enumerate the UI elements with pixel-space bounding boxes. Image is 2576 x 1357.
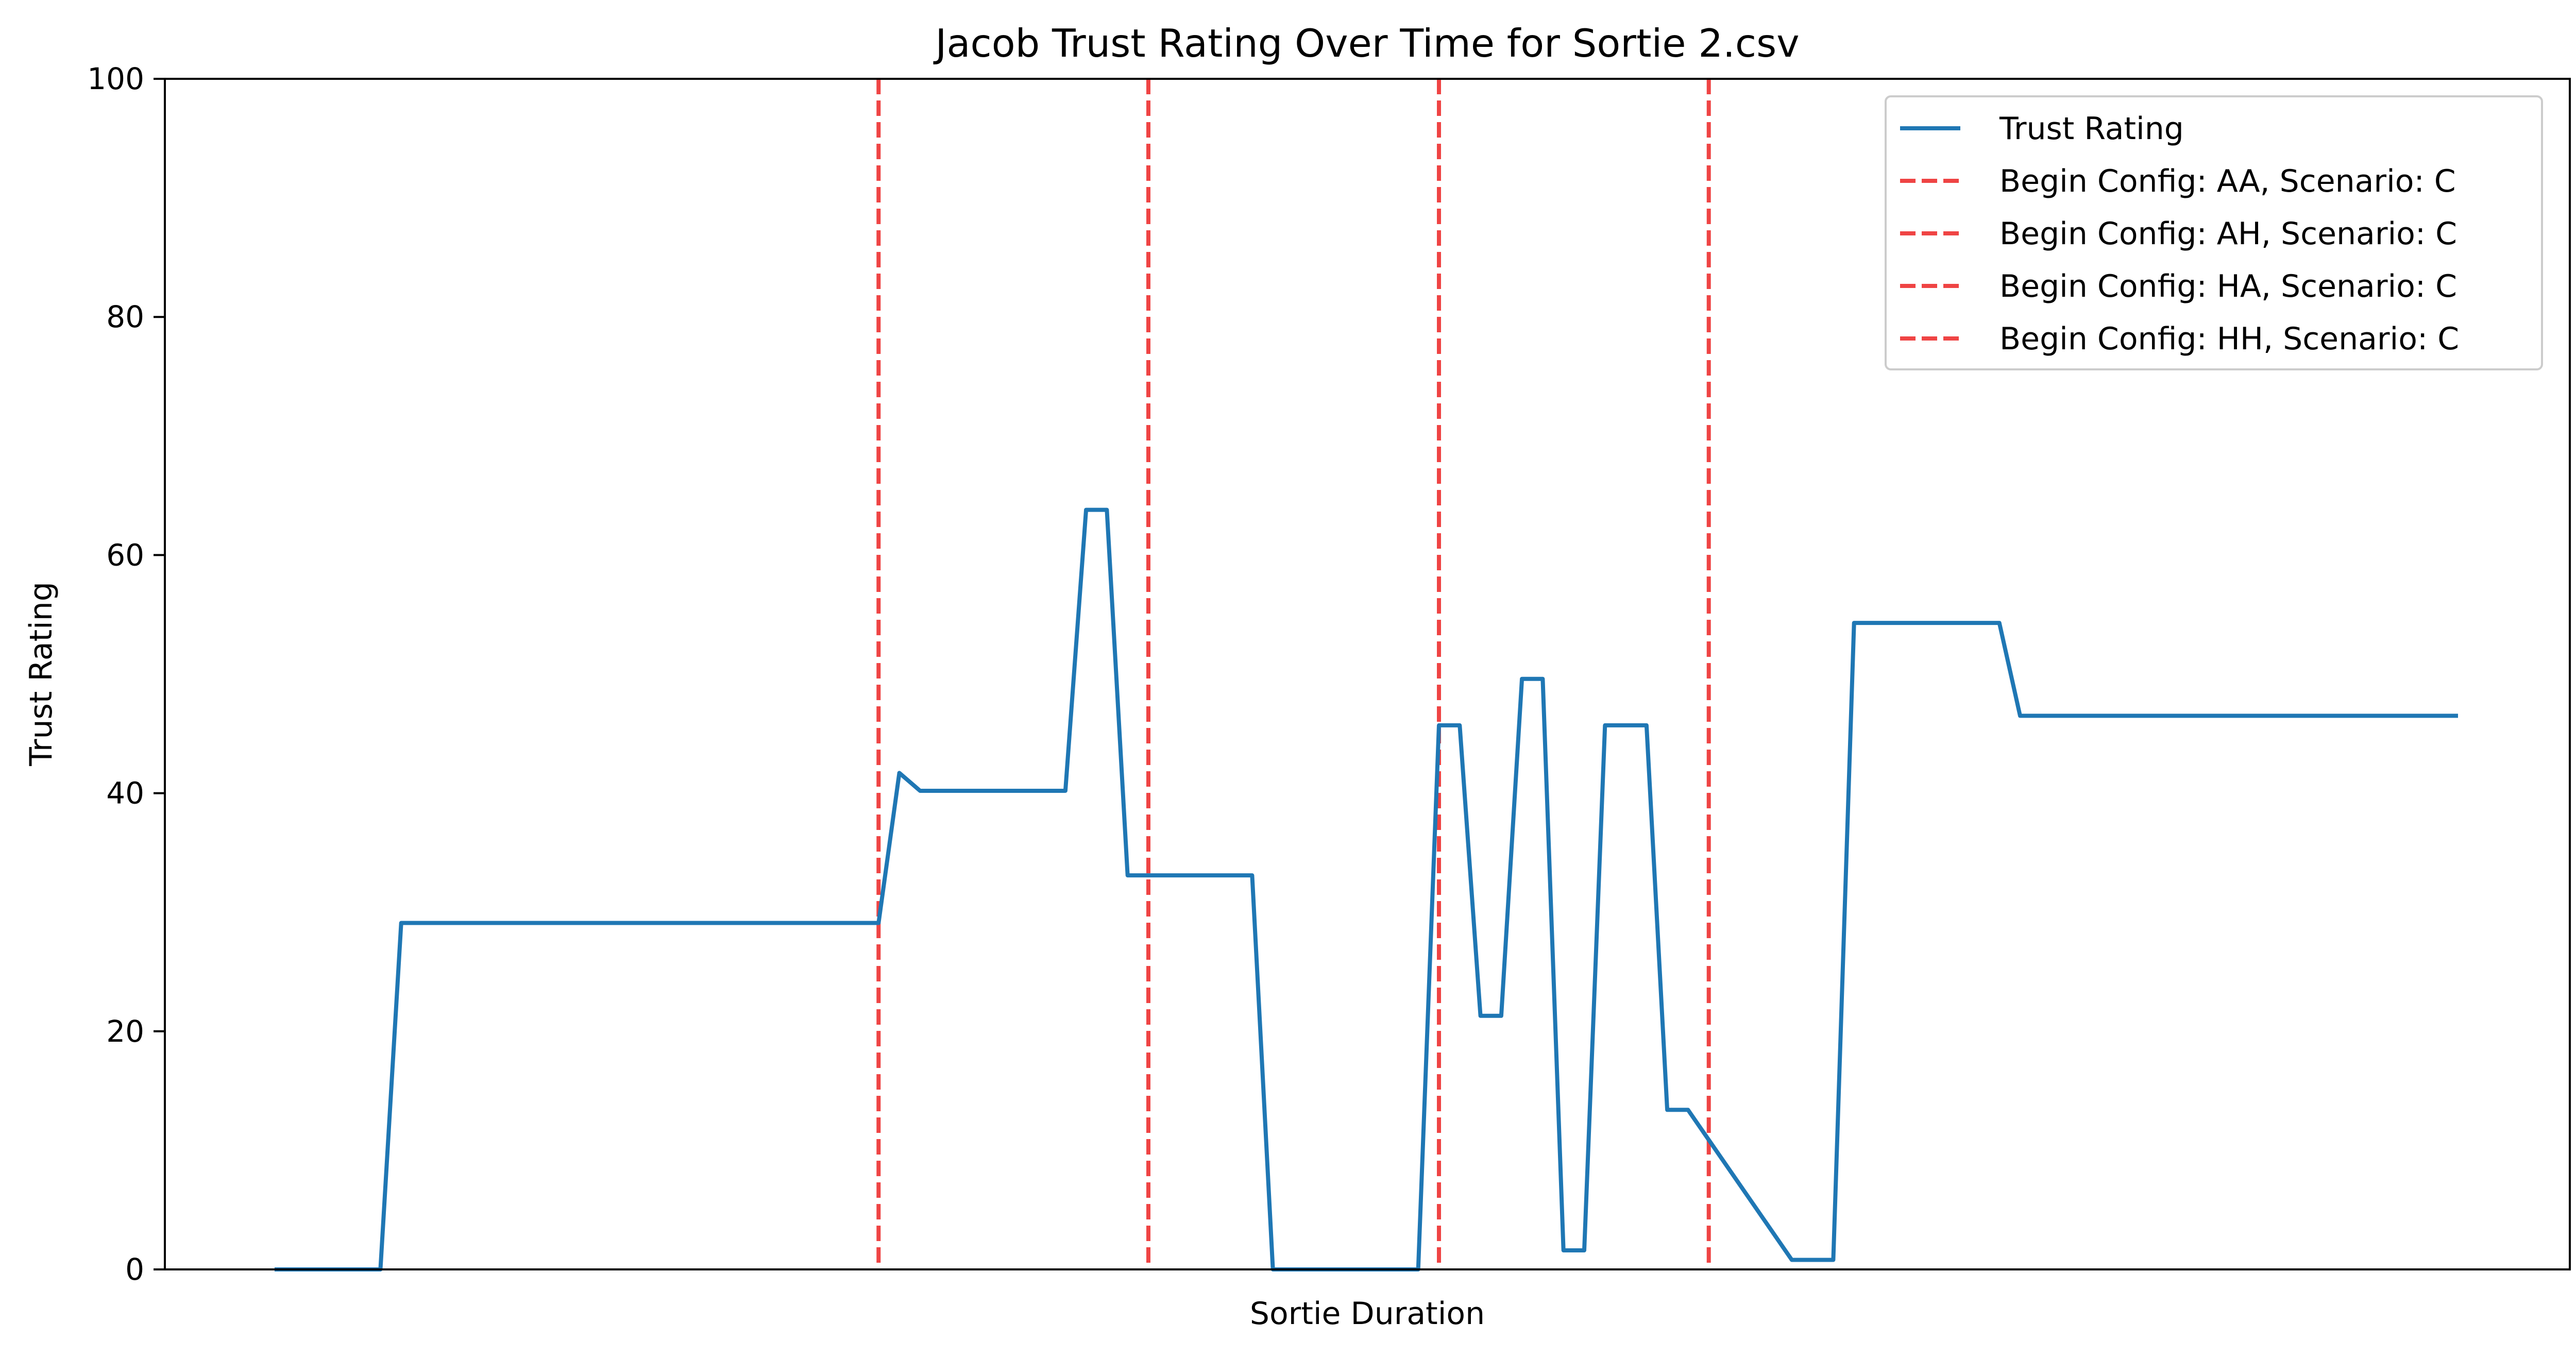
x-axis-label: Sortie Duration — [1250, 1296, 1485, 1332]
legend-label-1: Begin Config: AA, Scenario: C — [1999, 163, 2456, 199]
y-tick-label-3: 60 — [106, 537, 144, 572]
legend-label-0: Trust Rating — [1999, 111, 2184, 147]
y-tick-label-2: 40 — [106, 776, 144, 811]
legend-label-4: Begin Config: HH, Scenario: C — [1999, 321, 2459, 357]
plot-frame — [164, 78, 2571, 1270]
y-tick-label-1: 20 — [106, 1014, 144, 1049]
legend-box — [1885, 95, 2543, 370]
legend-label-3: Begin Config: HA, Scenario: C — [1999, 268, 2457, 304]
plot-area: 0 20 40 60 80 100 — [87, 61, 2458, 1287]
y-axis-label: Trust Rating — [23, 582, 59, 767]
chart-title: Jacob Trust Rating Over Time for Sortie … — [933, 21, 1799, 66]
y-tick-label-5: 100 — [87, 61, 144, 96]
y-tick-label-4: 80 — [106, 299, 144, 334]
legend: Trust Rating Begin Config: AA, Scenario: … — [1885, 95, 2543, 370]
y-tick-label-0: 0 — [125, 1252, 144, 1287]
legend-label-2: Begin Config: AH, Scenario: C — [1999, 216, 2457, 252]
trust-rating-line — [275, 507, 2458, 1271]
